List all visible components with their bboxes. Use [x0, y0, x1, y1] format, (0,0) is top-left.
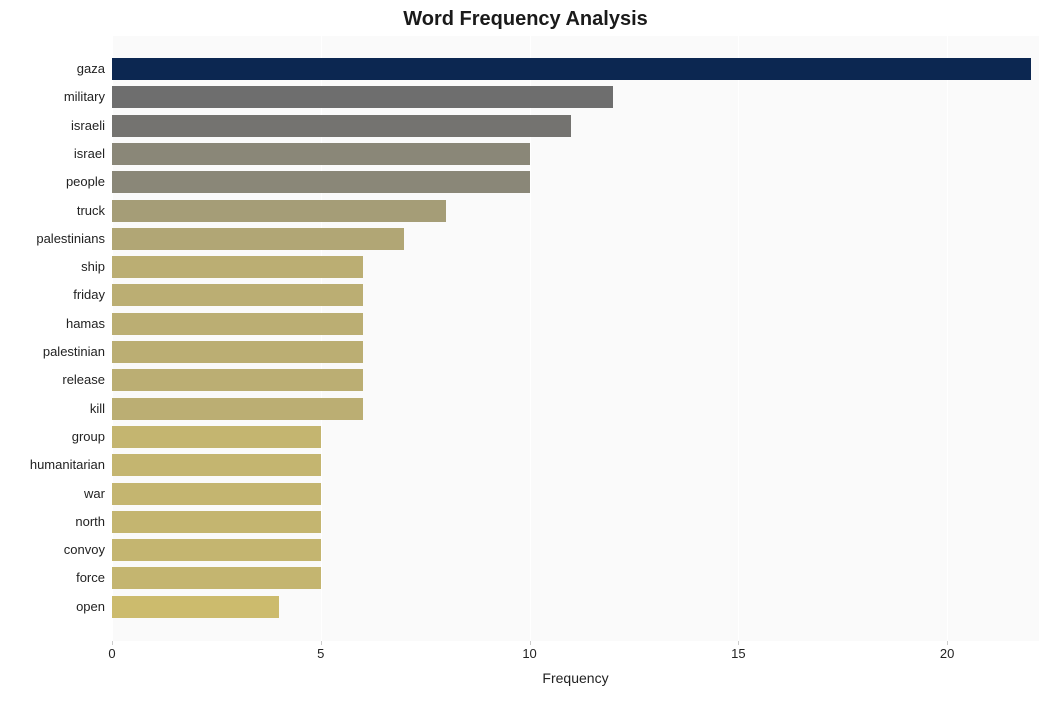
y-tick-label: hamas — [0, 313, 105, 335]
bar — [112, 86, 613, 108]
x-tick-label: 0 — [108, 646, 115, 661]
bar — [112, 454, 321, 476]
bar — [112, 200, 446, 222]
y-tick-label: convoy — [0, 539, 105, 561]
bar — [112, 398, 363, 420]
x-tick-label: 10 — [522, 646, 536, 661]
bar — [112, 511, 321, 533]
word-frequency-chart: Word Frequency Analysis Frequency 0 5 10 15… — [0, 0, 1051, 701]
x-tick-mark — [112, 641, 113, 645]
y-tick-label: truck — [0, 200, 105, 222]
bar — [112, 426, 321, 448]
y-tick-label: people — [0, 171, 105, 193]
plot-area — [112, 36, 1039, 641]
y-tick-label: humanitarian — [0, 454, 105, 476]
bar — [112, 284, 363, 306]
y-tick-label: ship — [0, 256, 105, 278]
x-tick-mark — [738, 641, 739, 645]
y-tick-label: military — [0, 86, 105, 108]
y-tick-label: palestinians — [0, 228, 105, 250]
y-tick-label: release — [0, 369, 105, 391]
x-axis-label: Frequency — [112, 670, 1039, 686]
y-tick-label: group — [0, 426, 105, 448]
x-tick-label: 20 — [940, 646, 954, 661]
x-tick-mark — [947, 641, 948, 645]
y-tick-label: war — [0, 483, 105, 505]
y-tick-label: force — [0, 567, 105, 589]
bar — [112, 256, 363, 278]
y-tick-label: gaza — [0, 58, 105, 80]
y-tick-label: israel — [0, 143, 105, 165]
y-tick-label: israeli — [0, 115, 105, 137]
gridline — [947, 36, 948, 641]
bar — [112, 228, 404, 250]
gridline — [738, 36, 739, 641]
bar — [112, 115, 571, 137]
y-tick-label: palestinian — [0, 341, 105, 363]
chart-title: Word Frequency Analysis — [0, 8, 1051, 31]
x-tick-mark — [530, 641, 531, 645]
y-tick-label: kill — [0, 398, 105, 420]
bar — [112, 596, 279, 618]
bar — [112, 58, 1031, 80]
x-tick-label: 5 — [317, 646, 324, 661]
x-tick-mark — [321, 641, 322, 645]
bar — [112, 143, 530, 165]
bar — [112, 171, 530, 193]
y-tick-label: open — [0, 596, 105, 618]
bar — [112, 483, 321, 505]
bar — [112, 539, 321, 561]
bar — [112, 369, 363, 391]
y-tick-label: friday — [0, 284, 105, 306]
y-tick-label: north — [0, 511, 105, 533]
bar — [112, 341, 363, 363]
bar — [112, 313, 363, 335]
x-tick-label: 15 — [731, 646, 745, 661]
bar — [112, 567, 321, 589]
